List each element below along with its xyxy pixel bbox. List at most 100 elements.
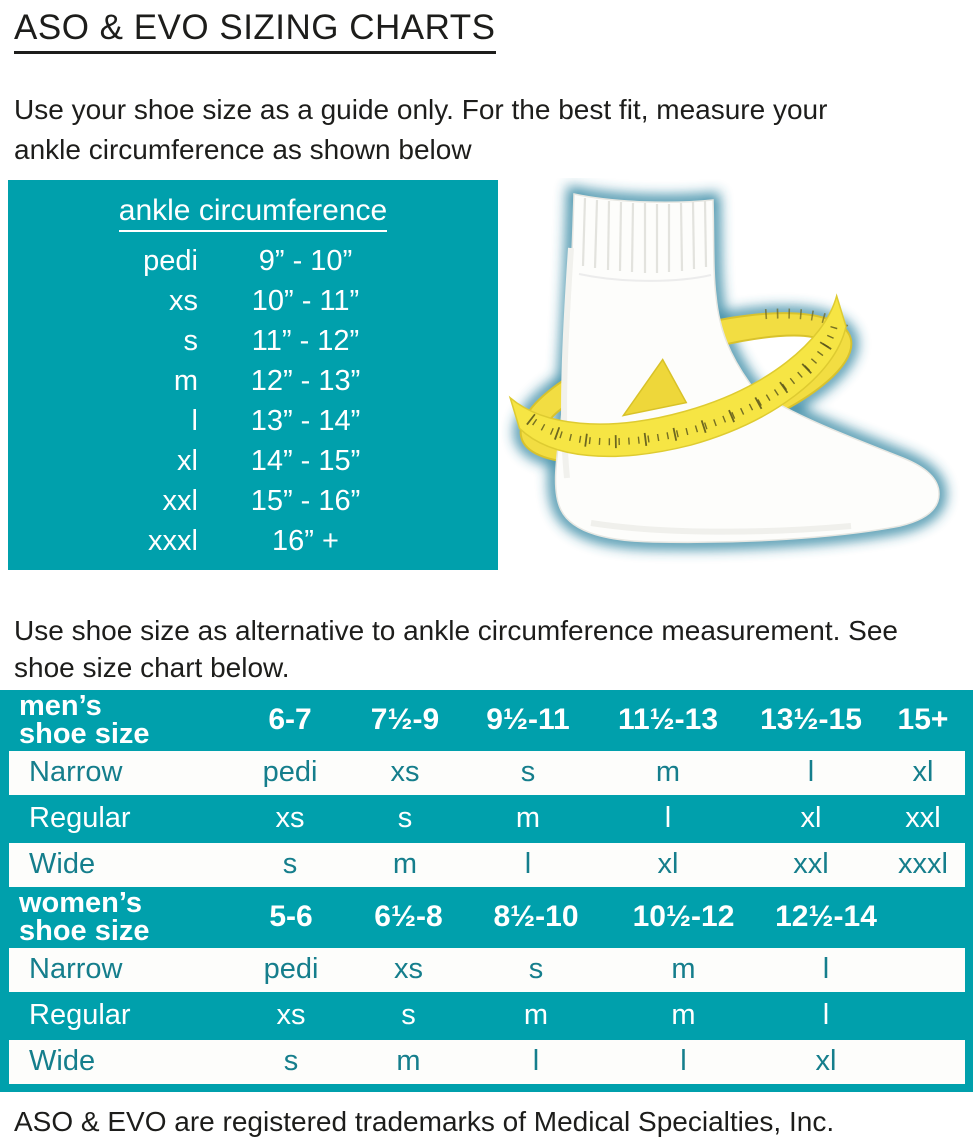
ankle-row: s 11” - 12” [8,322,498,362]
mens-column-header: 13½-15 [760,703,862,737]
size-value: xs [394,953,423,986]
size-value: s [401,999,416,1032]
size-value: l [532,1045,540,1078]
mens-header-row: men’s shoe size 6-7 7½-9 9½-11 11½-13 13… [9,690,965,751]
size-label: xxxl [148,525,198,558]
mens-column-header: 11½-13 [617,703,719,737]
size-range: 12” - 13” [250,365,361,398]
mens-regular-row: Regular xs s m l xl xxl [9,795,965,843]
size-value: m [655,756,681,789]
womens-shoe-size-label: women’s shoe size [19,887,150,948]
womens-wide-row: Wide s m l l xl [9,1039,965,1084]
size-value: s [282,848,298,881]
womens-column-header: 6½-8 [374,900,443,934]
size-value: xxl [793,848,829,881]
size-value: s [397,802,413,835]
ankle-circumference-chart: ankle circumference pedi 9” - 10” xs 10”… [8,179,498,570]
ankle-chart-heading: ankle circumference [8,193,498,232]
trademark-notice: ASO & EVO are registered trademarks of M… [14,1105,835,1137]
ankle-row: pedi 9” - 10” [8,242,498,282]
size-value: s [528,953,544,986]
shoe-size-table: men’s shoe size 6-7 7½-9 9½-11 11½-13 13… [0,689,973,1092]
size-value: pedi [263,953,319,986]
width-label: Wide [29,848,96,881]
width-label: Regular [29,802,131,835]
size-label: m [173,365,198,398]
size-value: m [392,848,418,881]
size-value: m [396,1045,421,1078]
mens-shoe-size-label: men’s shoe size [19,690,150,751]
size-value: m [671,999,696,1032]
width-label: Narrow [29,953,123,986]
measurement-section: ankle circumference pedi 9” - 10” xs 10”… [0,178,973,580]
size-value: xs [275,802,305,835]
foot-measuring-tape-image [508,185,947,550]
size-range: 9” - 10” [258,245,353,278]
size-value: l [822,953,830,986]
alternative-note: Use shoe size as alternative to ankle ci… [14,612,973,686]
size-label: xl [177,445,198,478]
mens-wide-row: Wide s m l xl xxl xxxl [9,842,965,887]
size-value: s [283,1045,299,1078]
womens-column-header: 5-6 [269,900,313,934]
size-value: pedi [262,756,318,789]
size-value: m [523,999,549,1032]
size-value: xl [657,848,679,881]
womens-column-header: 10½-12 [632,900,735,934]
size-value: xl [912,756,934,789]
size-value: xs [390,756,420,789]
ankle-row: xxxl 16” + [8,522,498,562]
ankle-measurement-illustration [501,178,968,580]
ankle-row: xxl 15” - 16” [8,482,498,522]
mens-column-header: 9½-11 [486,703,570,737]
size-value: xxl [905,802,941,835]
ankle-row: xl 14” - 15” [8,442,498,482]
tape-fold [621,357,688,417]
size-range: 10” - 11” [251,285,360,318]
width-label: Narrow [29,756,123,789]
size-label: s [183,325,199,358]
size-value: xl [800,802,822,835]
size-value: l [807,756,815,789]
womens-header-row: women’s shoe size 5-6 6½-8 8½-10 10½-12 … [9,887,965,948]
size-label: pedi [143,245,198,278]
size-label: xs [169,285,198,318]
size-value: m [515,802,541,835]
womens-narrow-row: Narrow pedi xs s m l [9,947,965,992]
intro-line-2: ankle circumference as shown below [14,133,472,165]
size-value: xs [276,999,306,1032]
mens-narrow-row: Narrow pedi xs s m l xl [9,750,965,795]
size-value: l [664,802,672,835]
size-label: l [191,405,198,438]
womens-column-header: 8½-10 [493,900,579,934]
size-value: s [520,756,536,789]
size-range: 14” - 15” [250,445,361,478]
sock-foot [554,192,940,543]
intro-text: Use your shoe size as a guide only. For … [14,90,973,170]
size-range: 13” - 14” [250,405,361,438]
size-value: xxxl [898,848,948,881]
sock-cuff-ribs [581,197,708,273]
mens-column-header: 7½-9 [370,703,440,737]
intro-line-1: Use your shoe size as a guide only. For … [14,93,828,125]
measuring-tape-front [508,292,847,457]
alt-line-2: shoe size chart below. [14,651,290,683]
mens-column-header: 15+ [897,703,949,737]
size-value: l [680,1045,687,1078]
size-range: 15” - 16” [250,485,361,518]
size-range: 16” + [272,525,339,558]
womens-regular-row: Regular xs s m m l [9,992,965,1040]
mens-column-header: 6-7 [268,703,312,737]
ankle-row: l 13” - 14” [8,402,498,442]
ankle-row: m 12” - 13” [8,362,498,402]
width-label: Wide [29,1045,96,1078]
size-value: l [822,999,830,1032]
width-label: Regular [29,999,131,1032]
size-value: l [524,848,532,881]
page-title: ASO & EVO SIZING CHARTS [14,9,496,54]
alt-line-1: Use shoe size as alternative to ankle ci… [14,614,898,646]
size-range: 11” - 12” [251,325,360,358]
womens-column-header: 12½-14 [775,900,877,934]
size-value: xl [815,1045,837,1078]
